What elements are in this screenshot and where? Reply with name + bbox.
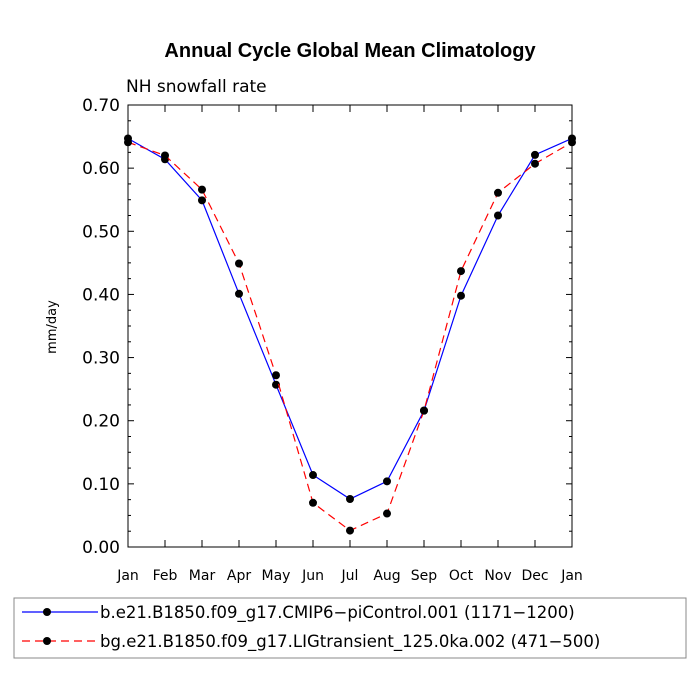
y-tick-label: 0.60 bbox=[82, 159, 120, 179]
series-1 bbox=[124, 134, 576, 504]
legend-marker bbox=[43, 637, 51, 645]
series-2-point bbox=[494, 188, 502, 197]
series-2-point bbox=[346, 526, 354, 535]
x-tick-label: Jul bbox=[341, 568, 359, 584]
y-tick-label: 0.10 bbox=[82, 475, 120, 495]
series-2-point bbox=[457, 267, 465, 276]
series-2-point bbox=[272, 371, 280, 380]
x-tick-label: May bbox=[262, 568, 291, 584]
series-1-point bbox=[531, 150, 539, 159]
chart-title: Annual Cycle Global Mean Climatology bbox=[164, 40, 536, 62]
y-tick-label: 0.50 bbox=[82, 222, 120, 242]
series-1-point bbox=[346, 495, 354, 504]
y-tick-label: 0.40 bbox=[82, 285, 120, 305]
x-tick-label: Apr bbox=[227, 568, 251, 584]
y-axis-label: mm/day bbox=[45, 300, 60, 354]
series-2-point bbox=[309, 498, 317, 507]
y-tick-label: 0.20 bbox=[82, 412, 120, 432]
plot-frame bbox=[127, 104, 573, 548]
series-2-point bbox=[235, 259, 243, 268]
x-tick-label: Oct bbox=[449, 568, 474, 584]
series-1-point bbox=[383, 477, 391, 486]
series-2-point bbox=[383, 509, 391, 518]
series-2-point bbox=[568, 138, 576, 147]
series-2-point bbox=[420, 406, 428, 415]
x-tick-label: Jan bbox=[116, 568, 139, 584]
series-2-point bbox=[198, 185, 206, 194]
series-1-point bbox=[457, 291, 465, 300]
series-1-point bbox=[272, 380, 280, 389]
series-2-point bbox=[124, 138, 132, 147]
x-tick-label: Feb bbox=[153, 568, 178, 584]
axes-layer: 0.00 0.10 0.20 0.30 0.40 0.50 0.60 0.70 Jan Feb Ma… bbox=[82, 96, 583, 584]
series-1-point bbox=[198, 196, 206, 205]
series-line-2 bbox=[127, 141, 573, 532]
legend: b.e21.B1850.f09_g17.CMIP6−piControl.001 … bbox=[13, 597, 687, 659]
x-tick-label: Aug bbox=[373, 568, 400, 584]
series-2-point bbox=[531, 159, 539, 168]
x-tick-label: Nov bbox=[484, 568, 511, 584]
series-1-point bbox=[309, 471, 317, 480]
legend-marker bbox=[43, 608, 51, 616]
legend-label: bg.e21.B1850.f09_g17.LIGtransient_125.0k… bbox=[100, 632, 600, 652]
x-tick-label: Jan bbox=[560, 568, 583, 584]
series-2-point bbox=[161, 151, 169, 160]
legend-entry-1: b.e21.B1850.f09_g17.CMIP6−piControl.001 … bbox=[22, 603, 575, 623]
series-2 bbox=[124, 138, 576, 535]
series-1-point bbox=[235, 289, 243, 298]
x-tick-label: Jun bbox=[301, 568, 324, 584]
series-layer bbox=[124, 134, 576, 535]
series-line-1 bbox=[127, 137, 573, 500]
y-tick-label: 0.30 bbox=[82, 349, 120, 369]
series-1-point bbox=[494, 211, 502, 220]
y-tick-label: 0.00 bbox=[82, 538, 120, 558]
legend-entry-2: bg.e21.B1850.f09_g17.LIGtransient_125.0k… bbox=[22, 632, 600, 652]
x-tick-label: Dec bbox=[521, 568, 548, 584]
x-tick-label: Mar bbox=[189, 568, 216, 584]
x-tick-label: Sep bbox=[411, 568, 438, 584]
chart-subtitle: NH snowfall rate bbox=[126, 77, 267, 97]
legend-label: b.e21.B1850.f09_g17.CMIP6−piControl.001 … bbox=[100, 603, 575, 623]
y-tick-label: 0.70 bbox=[82, 96, 120, 116]
legend-frame bbox=[13, 597, 687, 659]
